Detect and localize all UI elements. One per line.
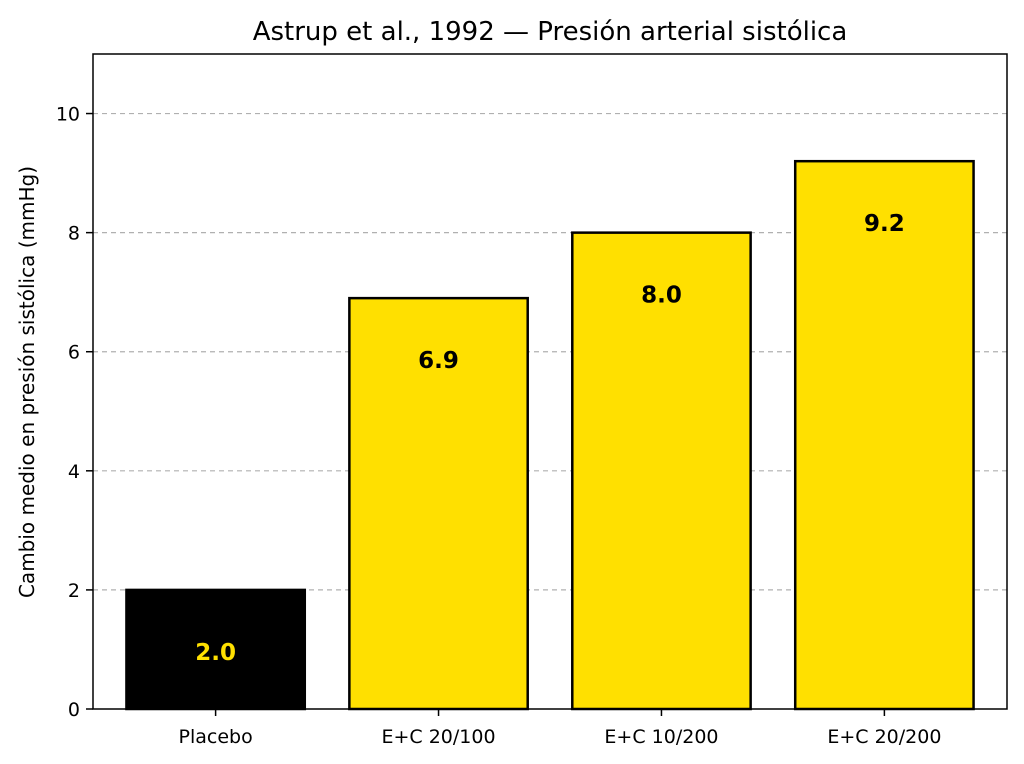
y-tick-label: 0: [68, 699, 80, 721]
y-axis-label: Cambio medio en presión sistólica (mmHg): [15, 166, 39, 598]
bar: [348, 296, 529, 711]
x-tick-label: E+C 10/200: [604, 726, 718, 748]
data-label: 6.9: [418, 348, 459, 374]
data-label: 8.0: [641, 283, 682, 309]
x-tick-label: E+C 20/200: [827, 726, 941, 748]
bar: [571, 231, 752, 711]
y-tick-label: 2: [68, 580, 80, 602]
data-labels: 2.0 6.9 8.0 9.2: [195, 211, 905, 666]
y-tick-label: 6: [68, 342, 80, 364]
y-axis-ticks: 0 2 4 6 8 10: [56, 104, 93, 721]
y-tick-label: 8: [68, 223, 80, 245]
bar: [793, 159, 975, 711]
x-tick-label: Placebo: [179, 726, 253, 748]
y-tick-label: 10: [56, 104, 80, 126]
y-tick-label: 4: [68, 461, 80, 483]
data-label: 2.0: [195, 640, 236, 666]
x-axis-ticks: Placebo E+C 20/100 E+C 10/200 E+C 20/200: [179, 709, 941, 748]
plot-frame: [92, 53, 1008, 710]
chart-title: Astrup et al., 1992 — Presión arterial s…: [253, 17, 848, 47]
data-label: 9.2: [864, 211, 905, 237]
bars: [125, 159, 975, 711]
bar: [125, 588, 307, 711]
x-tick-label: E+C 20/100: [381, 726, 495, 748]
